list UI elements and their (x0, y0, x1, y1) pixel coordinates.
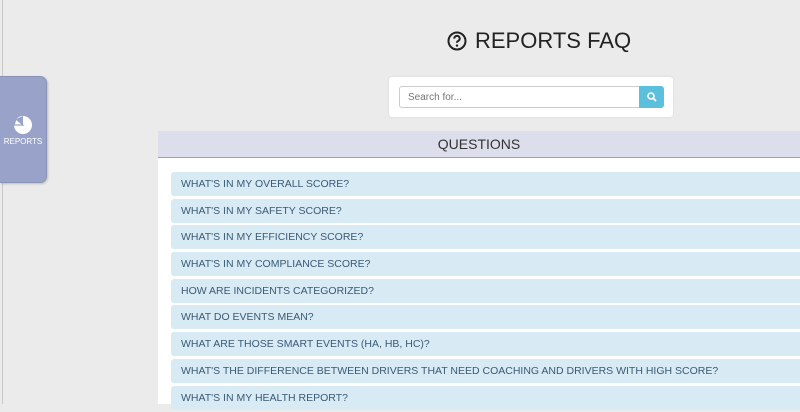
question-item[interactable]: HOW ARE INCIDENTS CATEGORIZED? (171, 278, 800, 303)
question-item[interactable]: WHAT'S IN MY EFFICIENCY SCORE? (171, 225, 800, 250)
page-title-text: REPORTS FAQ (475, 28, 632, 53)
questions-panel: QUESTIONS WHAT'S IN MY OVERALL SCORE? WH… (158, 131, 800, 410)
question-item[interactable]: WHAT'S IN MY OVERALL SCORE? (171, 172, 800, 196)
sidebar-tab-label: REPORTS (3, 137, 43, 146)
questions-heading: QUESTIONS (158, 131, 800, 158)
page-title: REPORTS FAQ (447, 28, 631, 54)
question-item[interactable]: WHAT'S THE DIFFERENCE BETWEEN DRIVERS TH… (171, 358, 800, 383)
divider (2, 0, 3, 404)
question-item[interactable]: WHAT'S IN MY SAFETY SCORE? (171, 198, 800, 223)
search-bar (389, 77, 673, 117)
question-item[interactable]: WHAT'S IN MY HEALTH REPORT? (171, 385, 800, 410)
question-item[interactable]: WHAT ARE THOSE SMART EVENTS (HA, HB, HC)… (171, 332, 800, 357)
search-icon (646, 91, 657, 102)
pie-chart-icon (13, 116, 32, 134)
search-input[interactable] (399, 86, 647, 108)
sidebar-tab-reports[interactable]: REPORTS (0, 76, 47, 183)
question-item[interactable]: WHAT'S IN MY COMPLIANCE SCORE? (171, 252, 800, 277)
questions-list: WHAT'S IN MY OVERALL SCORE? WHAT'S IN MY… (171, 172, 800, 412)
question-circle-icon (447, 31, 467, 51)
search-button[interactable] (639, 86, 664, 108)
question-item[interactable]: WHAT DO EVENTS MEAN? (171, 305, 800, 330)
